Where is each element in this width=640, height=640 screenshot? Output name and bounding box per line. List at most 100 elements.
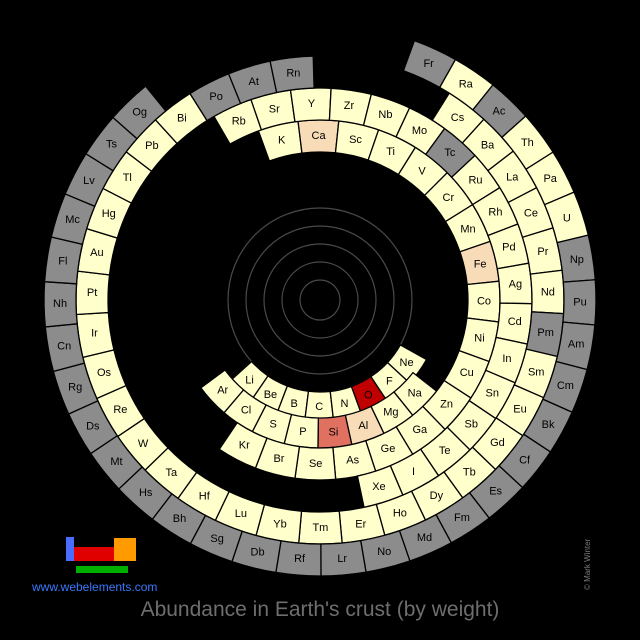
- element-symbol: No: [377, 546, 391, 558]
- element-symbol: Nh: [53, 298, 67, 310]
- element-symbol: Sr: [269, 103, 280, 115]
- element-symbol: Bh: [173, 513, 186, 525]
- element-symbol: Al: [358, 420, 368, 432]
- element-symbol: Bk: [542, 419, 555, 431]
- element-symbol: Ag: [509, 279, 522, 291]
- element-symbol: Tb: [463, 466, 476, 478]
- element-tile: Os: [82, 349, 127, 400]
- guide-ring: [245, 225, 395, 375]
- element-symbol: Ga: [412, 424, 428, 436]
- spiral-guide-lines: [227, 207, 413, 393]
- element-symbol: Pt: [87, 287, 97, 299]
- element-symbol: U: [563, 212, 571, 224]
- element-symbol: Ac: [493, 105, 506, 117]
- element-symbol: Cn: [57, 340, 71, 352]
- credit-text: © Mark Winter: [583, 538, 592, 590]
- element-symbol: Po: [209, 91, 222, 103]
- element-symbol: Cs: [451, 112, 465, 124]
- element-tile: Rn: [269, 55, 315, 94]
- element-symbol: In: [502, 353, 511, 365]
- element-symbol: F: [386, 375, 393, 387]
- element-tile: Og: [112, 85, 167, 140]
- element-tile: Co: [466, 280, 501, 323]
- element-symbol: Ds: [86, 420, 100, 432]
- element-tile: Nh: [43, 281, 78, 328]
- element-symbol: C: [315, 401, 323, 413]
- element-symbol: Zr: [344, 100, 355, 112]
- guide-ring: [263, 243, 377, 357]
- element-symbol: Am: [568, 339, 585, 351]
- element-tile: Fl: [43, 236, 84, 285]
- element-symbol: Ru: [468, 175, 482, 187]
- element-symbol: Ir: [91, 328, 98, 340]
- element-symbol: Fe: [474, 259, 487, 271]
- element-symbol: Sm: [528, 366, 545, 378]
- element-symbol: Cu: [460, 367, 474, 379]
- logo-block-d: [74, 547, 114, 561]
- element-symbol: Mg: [383, 407, 398, 419]
- element-symbol: Sg: [210, 533, 223, 545]
- element-symbol: Pu: [573, 296, 586, 308]
- element-symbol: Cf: [519, 454, 531, 466]
- element-symbol: Cm: [557, 380, 574, 392]
- element-tile: Nb: [362, 93, 411, 138]
- element-symbol: Ne: [400, 357, 414, 369]
- element-symbol: B: [290, 398, 297, 410]
- element-symbol: Eu: [513, 403, 526, 415]
- element-tile: Db: [231, 530, 282, 574]
- element-symbol: W: [138, 438, 149, 450]
- element-symbol: Rn: [286, 68, 300, 80]
- element-tile: Si: [317, 414, 353, 449]
- element-symbol: Sc: [349, 134, 362, 146]
- element-symbol: Rb: [232, 116, 246, 128]
- element-tile-fill: [386, 343, 428, 384]
- element-symbol: Sn: [486, 388, 499, 400]
- element-symbol: Md: [417, 532, 432, 544]
- element-tile: Ag: [496, 262, 533, 305]
- element-tile: Np: [556, 234, 596, 283]
- element-symbol: Ce: [524, 207, 538, 219]
- element-symbol: Th: [521, 137, 534, 149]
- element-symbol: Mo: [412, 125, 427, 137]
- element-symbol: S: [270, 418, 277, 430]
- element-symbol: Li: [245, 375, 254, 387]
- element-tile: Am: [555, 321, 596, 371]
- element-symbol: Ar: [217, 385, 228, 397]
- element-symbol: Mt: [110, 456, 122, 468]
- element-symbol: Fr: [423, 58, 434, 70]
- element-symbol: Na: [408, 387, 423, 399]
- element-symbol: Ta: [166, 467, 179, 479]
- element-symbol: Be: [264, 389, 277, 401]
- guide-ring: [281, 261, 359, 339]
- site-link[interactable]: www.webelements.com: [32, 580, 158, 594]
- element-symbol: Ge: [381, 443, 396, 455]
- element-symbol: Ts: [106, 139, 118, 151]
- element-symbol: Ca: [312, 130, 327, 142]
- element-symbol: V: [418, 166, 426, 178]
- element-symbol: N: [340, 398, 348, 410]
- logo-block-p: [114, 538, 136, 561]
- element-symbol: Mc: [65, 214, 80, 226]
- element-symbol: Y: [308, 98, 316, 110]
- element-symbol: As: [346, 455, 359, 467]
- element-symbol: Bi: [177, 113, 187, 125]
- element-symbol: Ra: [459, 79, 474, 91]
- element-symbol: Np: [570, 254, 584, 266]
- element-tile: Ca: [297, 119, 340, 154]
- element-symbol: Pa: [543, 173, 557, 185]
- element-symbol: Rf: [294, 553, 306, 565]
- element-tile: Pu: [562, 279, 597, 326]
- element-symbol: I: [412, 466, 415, 478]
- element-symbol: Gd: [490, 437, 505, 449]
- element-symbol: P: [299, 426, 306, 438]
- element-tile: Sg: [189, 514, 243, 563]
- element-symbol: Ho: [393, 508, 407, 520]
- element-symbol: Br: [273, 453, 284, 465]
- element-symbol: Db: [251, 546, 265, 558]
- element-tile-fill: [112, 85, 167, 140]
- element-symbol: Lv: [83, 175, 95, 187]
- element-tile: Y: [289, 87, 332, 123]
- element-tile-fill: [269, 55, 315, 94]
- element-symbol: Sb: [465, 419, 478, 431]
